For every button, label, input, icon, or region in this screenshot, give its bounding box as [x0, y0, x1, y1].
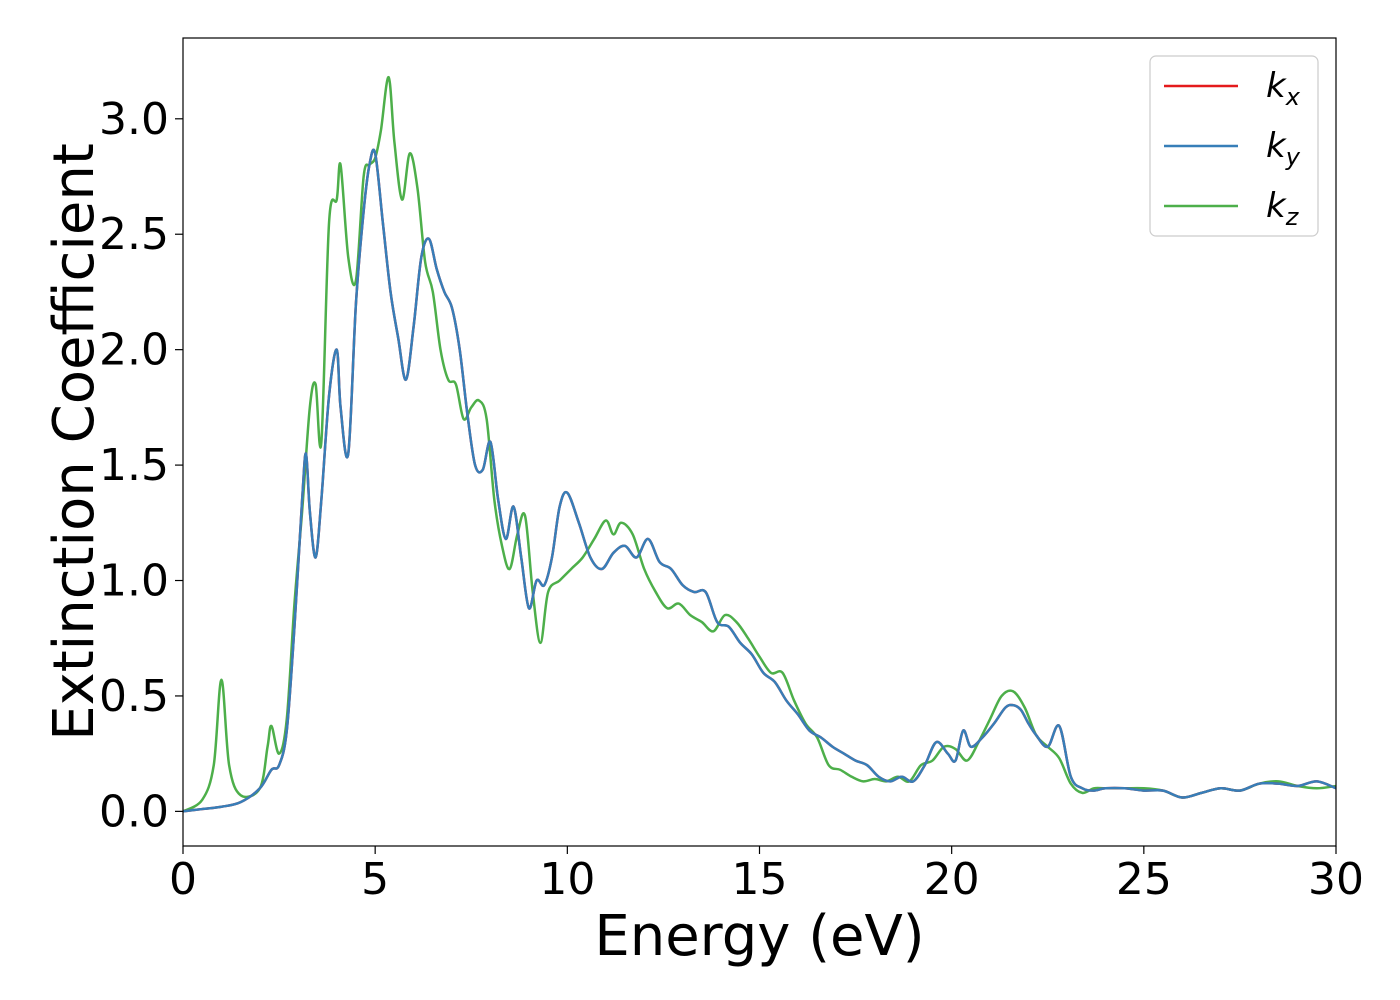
x-axis-label: Energy (eV) [594, 904, 924, 969]
series-line-ky [183, 148, 1336, 813]
series-line-kz [183, 75, 1336, 813]
x-tick-label: 0 [169, 854, 197, 905]
y-tick-label: 0.5 [99, 671, 169, 722]
legend-label-kz: kz [1266, 186, 1300, 231]
x-tick-label: 15 [732, 854, 788, 905]
y-tick-label: 1.5 [99, 440, 169, 491]
x-tick-label: 5 [361, 854, 389, 905]
ticks-layer: 0 5 10 15 20 25 30 0.0 0.5 1.0 1.5 2.0 2.5 3.0 [99, 94, 1364, 905]
x-tick-label: 30 [1308, 854, 1364, 905]
y-axis-label: Extinction Coefficient [42, 143, 107, 741]
y-tick-label: 0.0 [99, 786, 169, 837]
x-tick-label: 25 [1116, 854, 1172, 905]
x-tick-label: 20 [924, 854, 980, 905]
legend-label-ky: ky [1266, 126, 1301, 171]
x-tick-label: 10 [539, 854, 595, 905]
y-tick-label: 3.0 [99, 94, 169, 145]
series-layer [183, 75, 1336, 813]
legend: kx ky kz [1149, 55, 1319, 237]
y-tick-label: 2.5 [99, 209, 169, 260]
y-tick-label: 2.0 [99, 325, 169, 376]
legend-label-kx: kx [1266, 66, 1301, 111]
y-tick-label: 1.0 [99, 556, 169, 607]
